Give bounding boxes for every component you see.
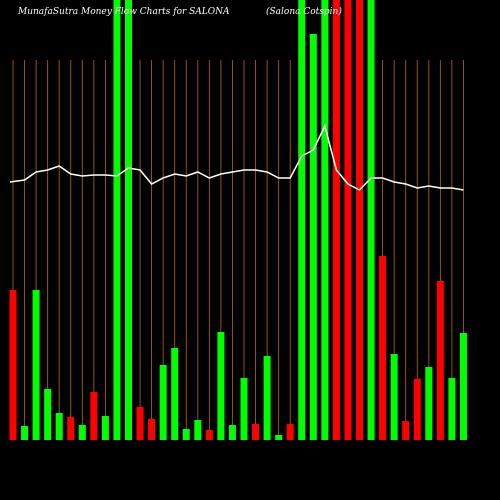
bar xyxy=(263,356,271,440)
bar xyxy=(90,392,98,440)
money-flow-line xyxy=(9,123,464,191)
bar xyxy=(379,256,387,440)
bar xyxy=(113,0,121,440)
bar xyxy=(171,348,179,440)
bar xyxy=(9,290,17,440)
bar xyxy=(205,430,213,440)
bar xyxy=(275,435,283,440)
bar xyxy=(413,379,421,440)
bar xyxy=(286,424,294,440)
bar xyxy=(136,407,144,440)
bar xyxy=(32,290,40,440)
bar xyxy=(448,378,456,440)
lines xyxy=(9,123,464,191)
bar xyxy=(44,389,52,440)
bar xyxy=(55,413,63,440)
bar xyxy=(356,0,363,440)
bar xyxy=(148,419,156,440)
bar xyxy=(332,0,340,440)
bar xyxy=(321,0,329,440)
bar xyxy=(402,421,410,440)
bar xyxy=(425,367,433,440)
bar xyxy=(67,417,75,440)
bar xyxy=(159,365,167,440)
bar xyxy=(101,416,109,440)
bar xyxy=(367,0,375,440)
bar xyxy=(344,0,352,440)
bars xyxy=(9,0,467,440)
bar xyxy=(459,333,467,440)
bar xyxy=(217,332,225,440)
bar xyxy=(182,429,190,440)
bar xyxy=(194,420,202,440)
bar xyxy=(436,281,444,440)
bar xyxy=(21,426,29,440)
bar xyxy=(78,425,86,440)
chart-subtitle: (Salona Cotspin) xyxy=(266,6,342,17)
bar xyxy=(228,425,236,440)
bar xyxy=(298,0,306,440)
bar xyxy=(240,378,248,440)
bar xyxy=(125,0,132,440)
bar xyxy=(309,34,317,440)
bar xyxy=(252,424,260,440)
bar xyxy=(390,354,398,440)
chart-title: MunafaSutra Money Flow Charts for SALONA xyxy=(17,7,230,17)
